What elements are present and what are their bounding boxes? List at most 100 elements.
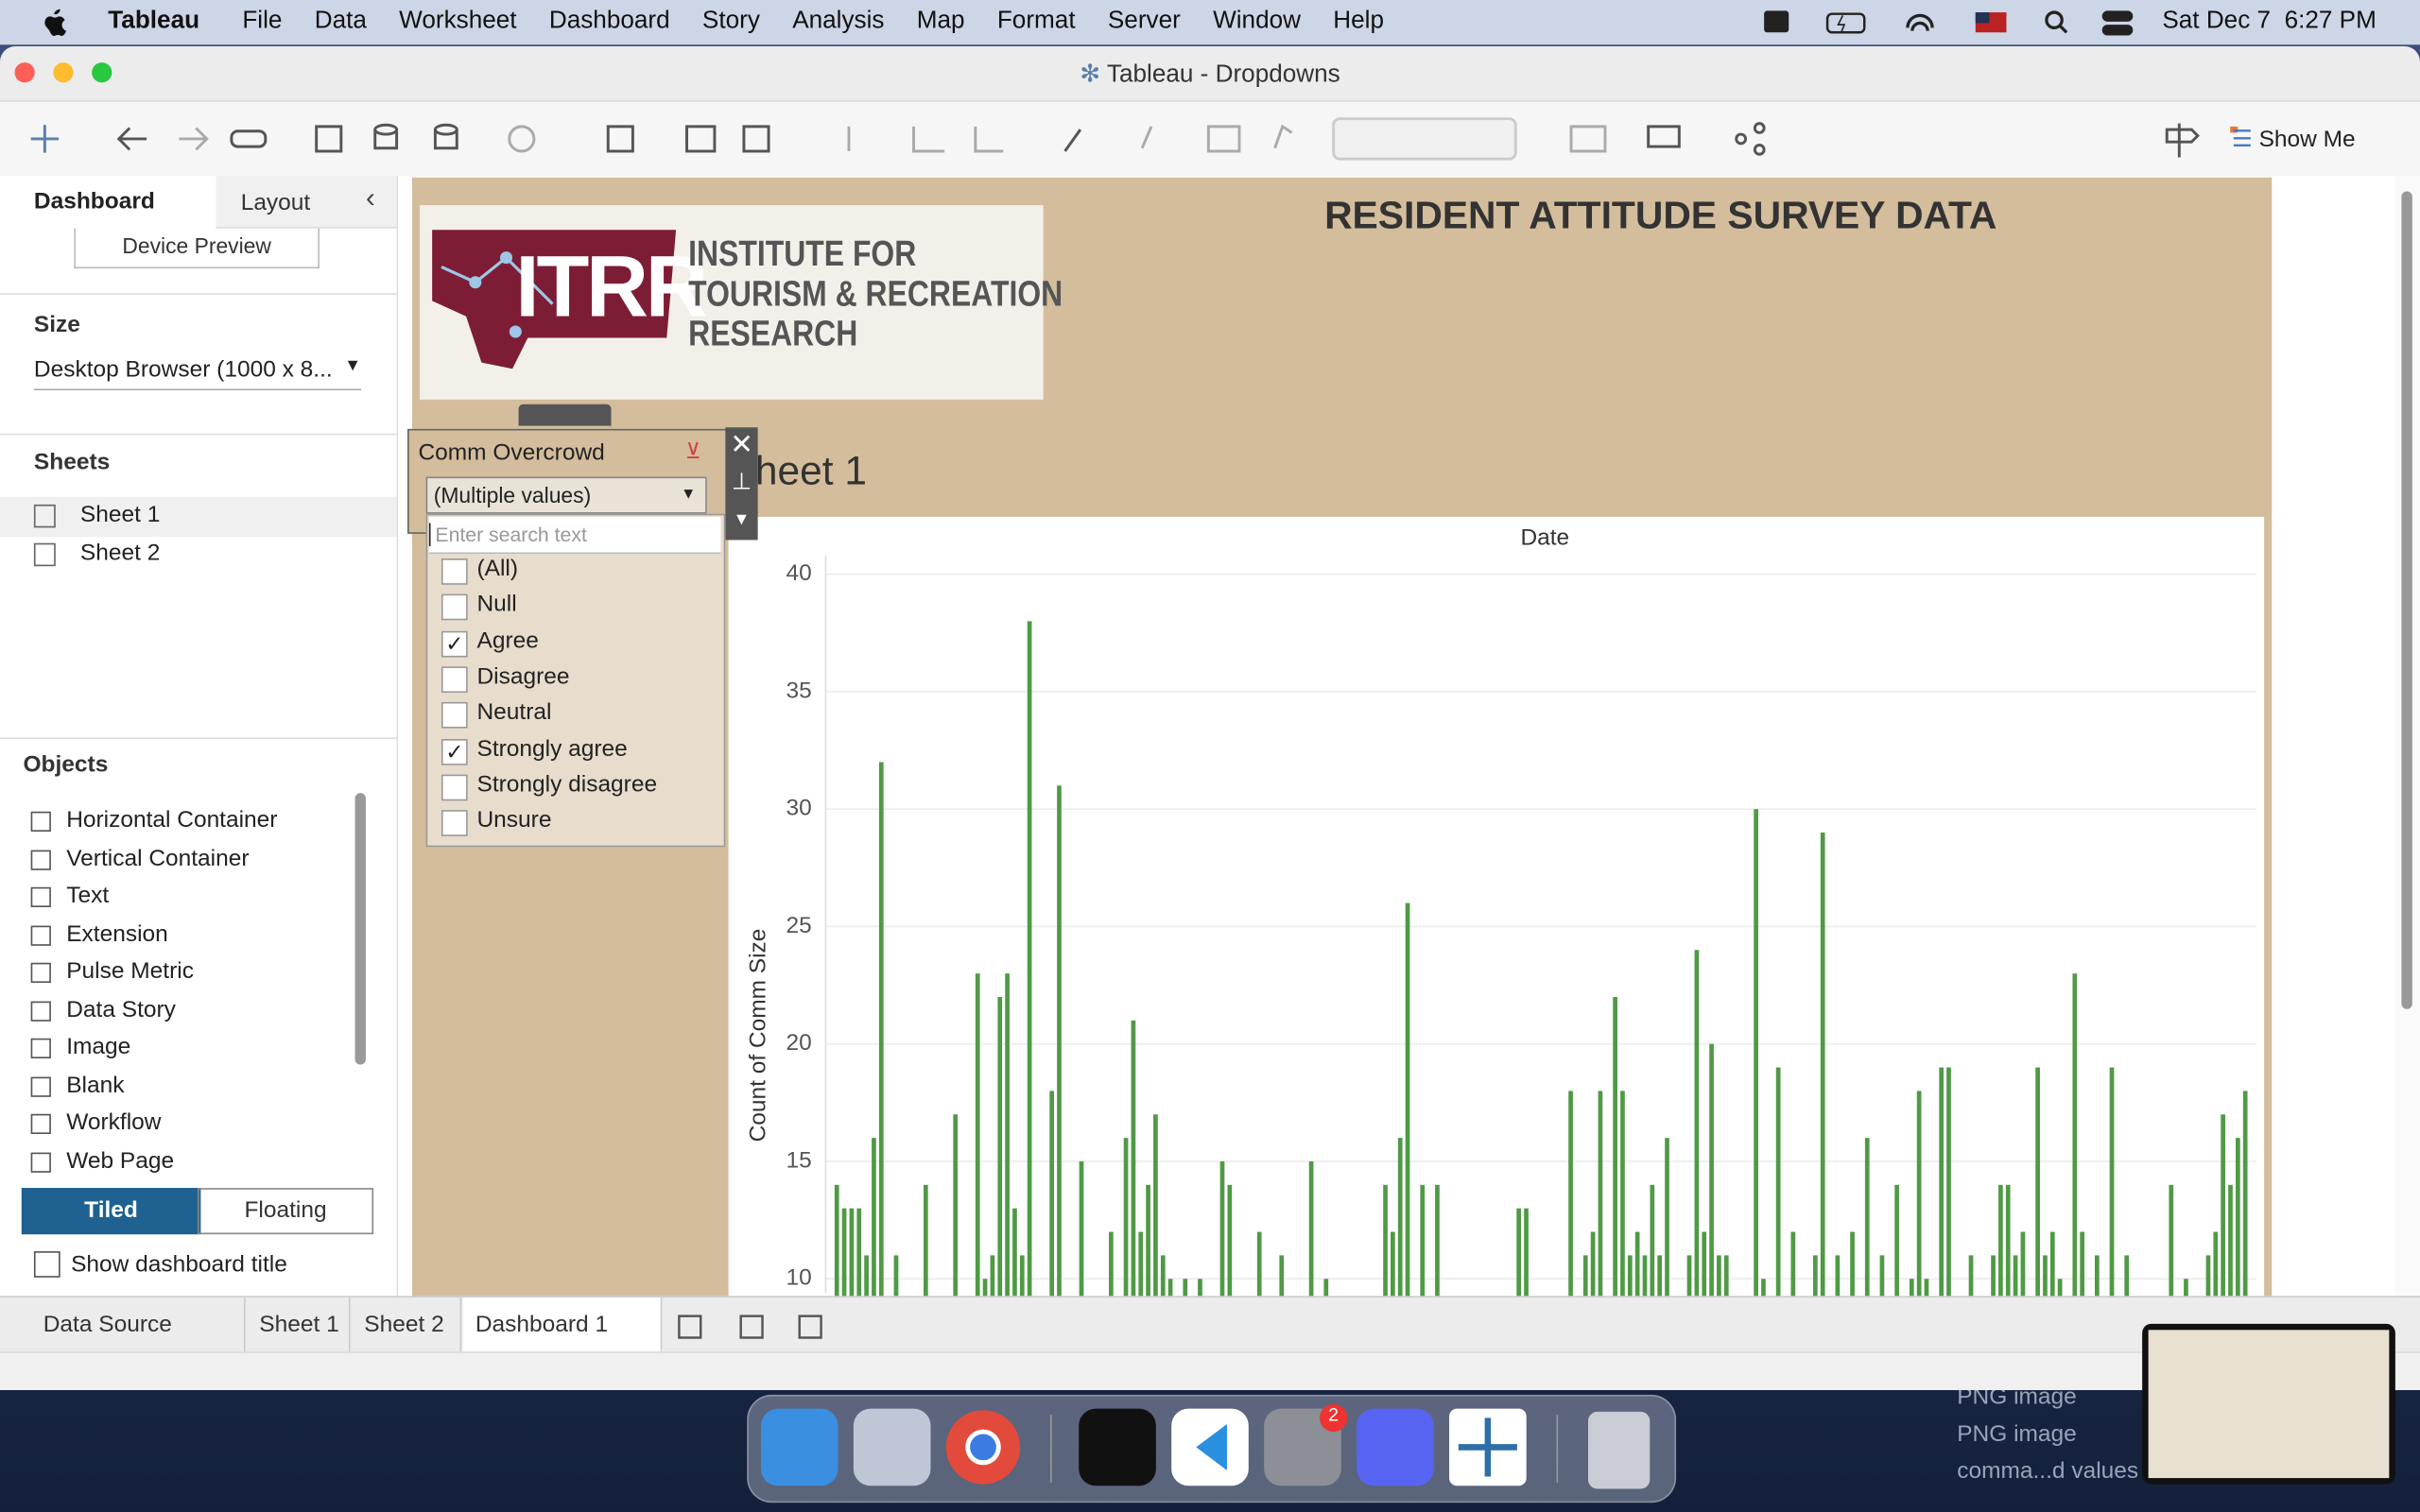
floating-button[interactable]: Floating: [197, 1188, 374, 1235]
option-checkbox[interactable]: [441, 774, 468, 801]
bar: [990, 1255, 995, 1297]
option-checkbox[interactable]: [441, 594, 468, 621]
menu-item[interactable]: Server: [1107, 8, 1181, 34]
scrollbar-thumb[interactable]: [2401, 191, 2412, 1009]
sheet-item[interactable]: Sheet 2: [79, 540, 161, 567]
bar: [2005, 1184, 2011, 1297]
chart: Date Count of Comm Size 10 15 20 25 30 35 40: [746, 524, 2256, 1297]
bar: [1198, 1279, 1202, 1297]
menu-item[interactable]: Dashboard: [548, 8, 670, 34]
bar: [1909, 1279, 1914, 1297]
object-item[interactable]: Blank: [66, 1071, 125, 1098]
menu-item[interactable]: File: [242, 8, 283, 34]
tiled-button[interactable]: Tiled: [21, 1188, 201, 1235]
desktop-files: PNG image PNG image comma...d values: [1947, 1381, 2164, 1512]
object-item[interactable]: Vertical Container: [66, 844, 250, 871]
option-checkbox[interactable]: [441, 666, 468, 693]
menu-item[interactable]: Map: [916, 8, 965, 34]
zoom-button[interactable]: [92, 62, 112, 83]
object-item[interactable]: Image: [66, 1033, 131, 1060]
bar: [1516, 1208, 1522, 1297]
option-label: Neutral: [476, 698, 552, 726]
filter-popup: Enter search text (All) Null ✓ Agree Disagre…: [425, 513, 726, 848]
apple-logo[interactable]: [39, 7, 70, 38]
bar: [1167, 1279, 1173, 1297]
dock: 2: [747, 1394, 1677, 1503]
bar: [1634, 1231, 1640, 1297]
bar: [841, 1208, 847, 1297]
object-item[interactable]: Text: [66, 882, 110, 909]
bar: [1613, 997, 1617, 1297]
bar: [1761, 1279, 1766, 1297]
object-item[interactable]: Pulse Metric: [66, 957, 194, 985]
object-icon: [30, 962, 51, 983]
toolbar: ☰ Show Me: [0, 100, 2420, 178]
bar: [2221, 1114, 2226, 1297]
search-box[interactable]: Enter search text: [428, 516, 721, 555]
option-checkbox[interactable]: [441, 702, 468, 729]
sheet-tab[interactable]: Data Source: [0, 1297, 246, 1352]
drag-handle[interactable]: [518, 404, 612, 426]
bar: [2228, 1184, 2233, 1297]
bar: [1775, 1067, 1781, 1297]
bar: [1012, 1208, 1017, 1297]
menu-item[interactable]: Worksheet: [399, 8, 517, 34]
show-me-button[interactable]: ☰ Show Me: [2231, 126, 2356, 153]
sheet-item[interactable]: Sheet 1: [79, 501, 161, 528]
bar: [2242, 1091, 2248, 1297]
bar: [1694, 950, 1700, 1297]
sheet-icon: [33, 542, 56, 567]
screenshot-thumbnail[interactable]: [2142, 1323, 2395, 1485]
bar: [1620, 1091, 1625, 1297]
object-item[interactable]: Extension: [66, 919, 168, 947]
tab-dashboard[interactable]: Dashboard: [33, 188, 155, 215]
bar: [1109, 1231, 1114, 1297]
size-dropdown[interactable]: Desktop Browser (1000 x 8... ▼: [33, 356, 362, 391]
menu-items: File Data Worksheet Dashboard Story Analysis M…: [242, 8, 1384, 35]
menu-item[interactable]: Data: [314, 8, 367, 34]
bar: [923, 1184, 928, 1297]
clear-filter[interactable]: ⊻: [684, 438, 701, 463]
bar: [1723, 1255, 1729, 1297]
menu-item[interactable]: Format: [996, 8, 1076, 34]
tab-layout[interactable]: Layout: [240, 189, 311, 216]
object-item[interactable]: Web Page: [66, 1146, 175, 1174]
bar: [1812, 1255, 1818, 1297]
bar: [1582, 1255, 1588, 1297]
option-label: (All): [476, 555, 519, 582]
bar: [1657, 1255, 1663, 1297]
option-checkbox[interactable]: [441, 810, 468, 837]
sheet-tab[interactable]: Sheet 1: [247, 1297, 351, 1352]
object-item[interactable]: Data Story: [66, 995, 176, 1022]
collapse-button[interactable]: ‹: [365, 181, 375, 214]
bar: [1924, 1279, 1929, 1297]
object-item[interactable]: Workflow: [66, 1108, 162, 1136]
device-preview-button[interactable]: Device Preview: [74, 228, 320, 269]
close-button[interactable]: [14, 62, 35, 83]
sheet-tab[interactable]: Sheet 2: [352, 1297, 462, 1352]
menu-item[interactable]: Story: [701, 8, 760, 34]
option-checkbox[interactable]: ✓: [441, 738, 468, 765]
minimize-button[interactable]: [53, 62, 74, 83]
bar: [1153, 1114, 1158, 1297]
menu-item[interactable]: Analysis: [792, 8, 885, 34]
object-icon: [30, 924, 51, 945]
bar: [849, 1208, 855, 1297]
bar: [2072, 973, 2078, 1297]
toolbar-icons-right: [2165, 123, 2238, 158]
sheet-tab[interactable]: Dashboard 1: [462, 1297, 663, 1352]
object-item[interactable]: Horizontal Container: [66, 806, 278, 833]
menu-item[interactable]: Help: [1333, 8, 1385, 34]
checkbox[interactable]: [33, 1251, 60, 1278]
filter-dropdown[interactable]: (Multiple values) ▼: [425, 476, 707, 514]
filter-menu[interactable]: ▼: [733, 510, 751, 529]
option-checkbox[interactable]: [441, 558, 468, 585]
menu-item[interactable]: Window: [1213, 8, 1301, 34]
menu-app[interactable]: Tableau: [108, 8, 200, 34]
selected-row: [0, 496, 397, 538]
close-filter[interactable]: ✕: [730, 428, 753, 460]
pin-filter[interactable]: ⊥: [731, 469, 752, 496]
y-tick-label: 20: [786, 1030, 812, 1056]
option-checkbox[interactable]: ✓: [441, 630, 468, 657]
bar: [1702, 1231, 1707, 1297]
